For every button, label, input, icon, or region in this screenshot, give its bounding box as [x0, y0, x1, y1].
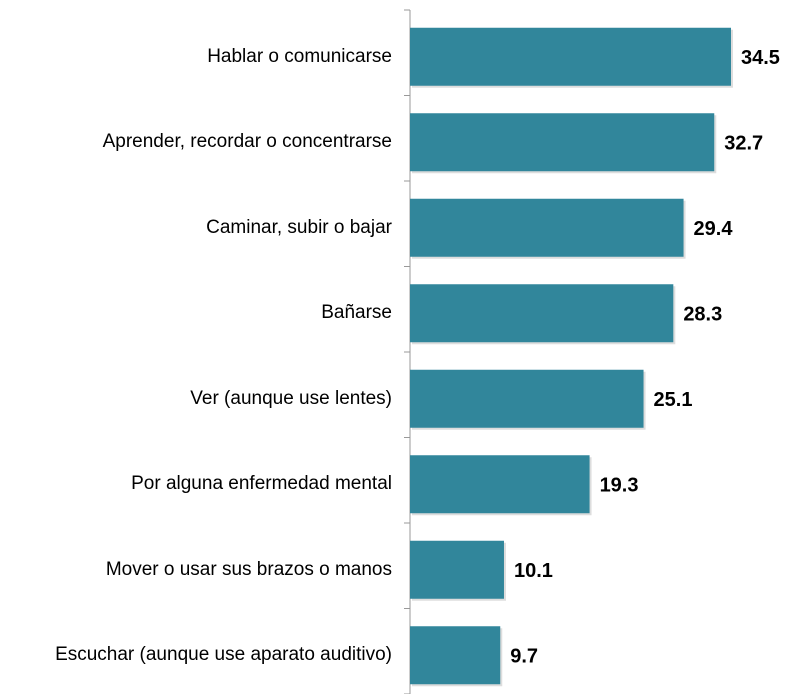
category-label: Aprender, recordar o concentrarse: [102, 131, 392, 153]
category-label: Por alguna enfermedad mental: [131, 473, 392, 495]
category-label-box: Escuchar (aunque use aparato auditivo): [0, 613, 392, 694]
category-label: Hablar o comunicarse: [207, 45, 392, 67]
category-label-box: Mover o usar sus brazos o manos: [0, 527, 392, 613]
data-label: 19.3: [600, 475, 639, 497]
data-label: 34.5: [741, 47, 780, 69]
bar: [410, 369, 644, 428]
bar: [410, 27, 731, 86]
category-label-box: Aprender, recordar o concentrarse: [0, 100, 392, 186]
category-label: Escuchar (aunque use aparato auditivo): [55, 644, 392, 666]
category-label: Bañarse: [321, 302, 392, 324]
bar: [410, 284, 674, 343]
category-label-box: Caminar, subir o bajar: [0, 185, 392, 271]
data-label: 10.1: [514, 560, 553, 582]
data-label: 9.7: [510, 646, 538, 668]
data-label: 29.4: [694, 218, 734, 240]
bar: [410, 113, 715, 172]
data-label: 28.3: [683, 304, 722, 326]
category-label-box: Por alguna enfermedad mental: [0, 442, 392, 528]
data-label: 32.7: [724, 133, 763, 155]
data-label: 25.1: [654, 389, 693, 411]
category-label-box: Ver (aunque use lentes): [0, 356, 392, 442]
category-label-box: Hablar o comunicarse: [0, 14, 392, 100]
category-label: Caminar, subir o bajar: [206, 216, 392, 238]
bar: [410, 198, 684, 257]
bar: [410, 626, 501, 685]
category-label: Mover o usar sus brazos o manos: [105, 558, 392, 580]
category-label-box: Bañarse: [0, 271, 392, 357]
bar: [410, 540, 504, 599]
bar: [410, 455, 590, 514]
category-label: Ver (aunque use lentes): [190, 387, 392, 409]
